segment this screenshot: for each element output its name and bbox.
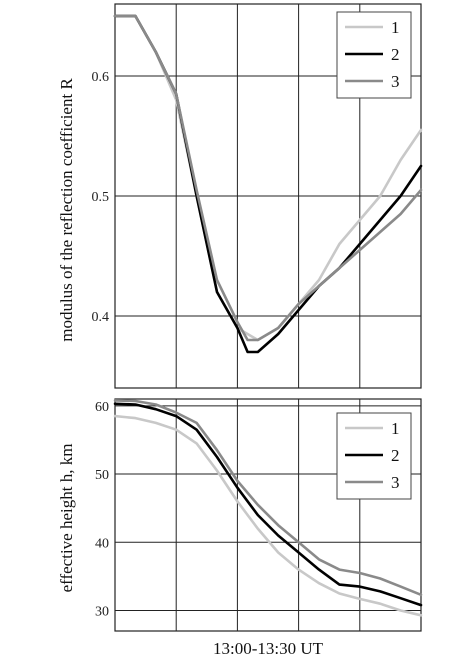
legend-label-2: 2 — [391, 446, 400, 465]
legend: 1 2 3 — [336, 412, 412, 500]
y-tick-label: 30 — [95, 605, 109, 620]
legend-label-3: 3 — [391, 72, 400, 91]
y-tick-label: 0.5 — [92, 190, 110, 205]
x-axis-label: 13:00-13:30 UT — [213, 639, 324, 658]
legend-label-1: 1 — [391, 18, 400, 37]
series-line-3 — [113, 14, 423, 342]
y-axis-label: modulus of the reflection coefficient R — [57, 78, 76, 342]
y-tick-label: 40 — [95, 536, 109, 551]
y-tick-label: 60 — [95, 400, 109, 415]
y-tick-label: 0.4 — [92, 310, 110, 325]
legend-label-1: 1 — [391, 419, 400, 438]
legend-label-3: 3 — [391, 473, 400, 492]
legend-label-2: 2 — [391, 45, 400, 64]
plot-frame — [114, 398, 422, 632]
y-tick-label: 50 — [95, 468, 109, 483]
legend: 1 2 3 — [336, 11, 412, 99]
series-line-2 — [113, 402, 423, 607]
series-line-1 — [113, 414, 423, 617]
series-line-3 — [113, 399, 423, 597]
reflection-coefficient-panel: 0.4 0.5 0.6 modulus of the reflection coef… — [57, 3, 423, 389]
y-axis-label: effective height h, km — [57, 444, 76, 593]
y-tick-label: 0.6 — [92, 70, 110, 85]
effective-height-panel: 30 40 50 60 effective height h, km 1 2 3 — [57, 398, 423, 632]
